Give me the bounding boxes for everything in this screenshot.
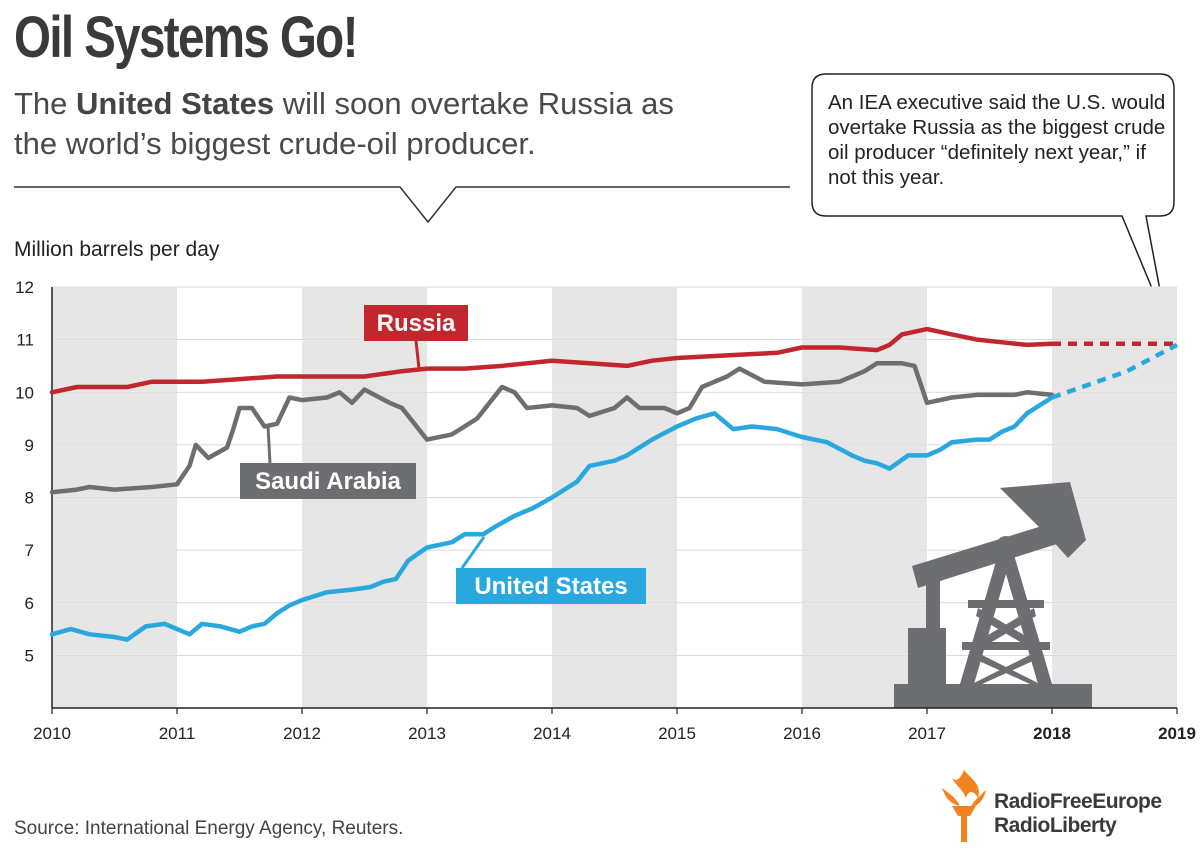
y-tick-label-5: 5 [25,646,34,665]
series-labels: Russia Saudi Arabia United States [240,305,646,604]
x-tick-label-2015: 2015 [658,724,696,743]
x-tick-label-2012: 2012 [283,724,321,743]
series-line-russia [49,326,1055,395]
y-tick-label-7: 7 [25,541,34,560]
y-tick-label-6: 6 [25,594,34,613]
label-leader-russia [414,340,421,369]
y-tick-label-8: 8 [25,489,34,508]
series-label-united-states: United States [474,573,627,600]
forecast-line-united-states [1051,342,1179,400]
page-title: Oil Systems Go! [14,5,358,70]
series-line-saudi-arabia [49,361,1055,495]
subtitle-rest: will soon overtake Russia as the world’s… [14,86,674,161]
x-tick-label-2013: 2013 [408,724,446,743]
label-leader-saudi-arabia [266,426,272,464]
subtitle-lead: The [14,86,68,121]
subtitle: The United States will soon overtake Rus… [14,84,714,164]
series-lines [49,326,1179,642]
y-tick-label-10: 10 [15,383,34,402]
label-leader-united-states [460,536,486,569]
y-axis-label: Million barrels per day [14,238,220,261]
y-tick-label-11: 11 [16,331,34,350]
x-tick-label-2019: 2019 [1158,724,1196,743]
label-box-russia [364,305,468,341]
y-tick-label-9: 9 [25,436,34,455]
callout-text: An IEA executive said the U.S. would ove… [828,91,1166,189]
header-divider [14,186,790,224]
callout-bubble [811,73,1175,323]
y-tick-label-12: 12 [15,278,34,297]
subtitle-highlight: United States [76,86,275,121]
tick-labels: 2010 2011 2012 2013 2014 2015 2016 2017 2018 2019… [15,278,1196,743]
x-tick-label-2010: 2010 [33,724,71,743]
x-tick-label-2018: 2018 [1033,724,1071,743]
series-label-saudi-arabia: Saudi Arabia [255,468,401,495]
x-tick-label-2017: 2017 [908,724,946,743]
label-box-saudi-arabia [240,463,416,499]
logo-line-2: RadioLiberty [994,814,1117,837]
rfe-rl-logo[interactable]: RadioFreeEurope RadioLiberty [938,768,1198,844]
oil-pumpjack-icon [894,482,1092,708]
logo-line-1: RadioFreeEurope [994,790,1162,813]
x-tick-label-2011: 2011 [159,724,196,743]
series-line-united-states [49,395,1055,642]
series-label-russia: Russia [377,310,456,337]
source-note: Source: International Energy Agency, Reu… [14,818,404,839]
x-tick-label-2014: 2014 [533,724,571,743]
label-box-united-states [456,568,646,604]
rfe-rl-torch-icon [942,770,986,842]
axes [51,287,1178,714]
x-tick-label-2016: 2016 [783,724,821,743]
